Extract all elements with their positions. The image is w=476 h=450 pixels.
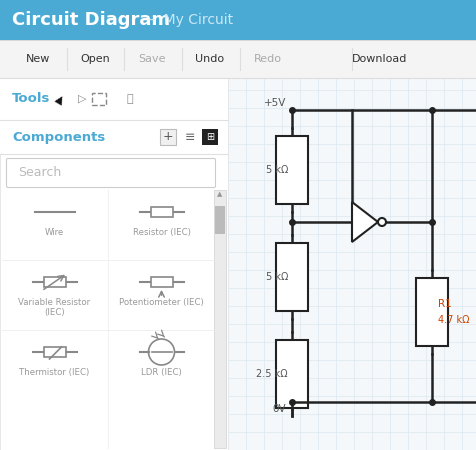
Text: ✋: ✋ <box>127 94 133 104</box>
Text: New: New <box>26 54 50 64</box>
Bar <box>0 78 228 450</box>
Text: R1: R1 <box>438 299 452 309</box>
Bar <box>214 190 226 448</box>
Bar <box>0 120 228 154</box>
Text: +5V: +5V <box>264 98 286 108</box>
Text: 4.7 kΩ: 4.7 kΩ <box>438 315 469 325</box>
Text: Circuit Diagram: Circuit Diagram <box>12 11 170 29</box>
Text: Variable Resistor
(IEC): Variable Resistor (IEC) <box>19 298 90 317</box>
Text: –  My Circuit: – My Circuit <box>148 13 233 27</box>
Text: 0V: 0V <box>272 404 286 414</box>
Bar <box>150 207 172 217</box>
Bar <box>228 78 476 450</box>
Text: ▷: ▷ <box>78 94 86 104</box>
Bar <box>43 347 66 357</box>
Text: ≡: ≡ <box>185 130 195 144</box>
Text: Resistor (IEC): Resistor (IEC) <box>132 228 190 237</box>
Text: ▲: ▲ <box>218 191 223 197</box>
Bar <box>276 243 308 311</box>
Text: Save: Save <box>138 54 166 64</box>
Circle shape <box>149 339 175 365</box>
Text: Thermistor (IEC): Thermistor (IEC) <box>20 368 89 377</box>
Bar <box>43 277 66 287</box>
Text: Search: Search <box>18 166 61 180</box>
Bar <box>0 0 476 40</box>
Polygon shape <box>352 202 378 242</box>
Bar <box>202 129 218 145</box>
Bar <box>416 278 448 346</box>
Text: 5 kΩ: 5 kΩ <box>266 165 288 175</box>
Text: ⊞: ⊞ <box>206 132 214 142</box>
Bar <box>215 206 225 234</box>
Text: LDR (IEC): LDR (IEC) <box>141 368 182 377</box>
Bar <box>160 129 176 145</box>
Bar <box>92 93 106 105</box>
Text: Tools: Tools <box>12 93 50 105</box>
Text: Wire: Wire <box>45 228 64 237</box>
Text: Undo: Undo <box>196 54 225 64</box>
Text: Download: Download <box>352 54 407 64</box>
Bar <box>276 340 308 408</box>
Bar <box>150 277 172 287</box>
Bar <box>276 136 308 204</box>
Text: 5 kΩ: 5 kΩ <box>266 272 288 282</box>
Text: ▲: ▲ <box>54 93 66 105</box>
Text: Open: Open <box>80 54 110 64</box>
Bar <box>0 40 476 78</box>
Text: +: + <box>163 130 173 144</box>
Text: Components: Components <box>12 130 105 144</box>
Bar <box>0 78 228 120</box>
Circle shape <box>378 218 386 226</box>
FancyBboxPatch shape <box>7 158 216 188</box>
Text: 2.5 kΩ: 2.5 kΩ <box>257 369 288 379</box>
Text: Potentiometer (IEC): Potentiometer (IEC) <box>119 298 204 307</box>
Text: Redo: Redo <box>254 54 282 64</box>
